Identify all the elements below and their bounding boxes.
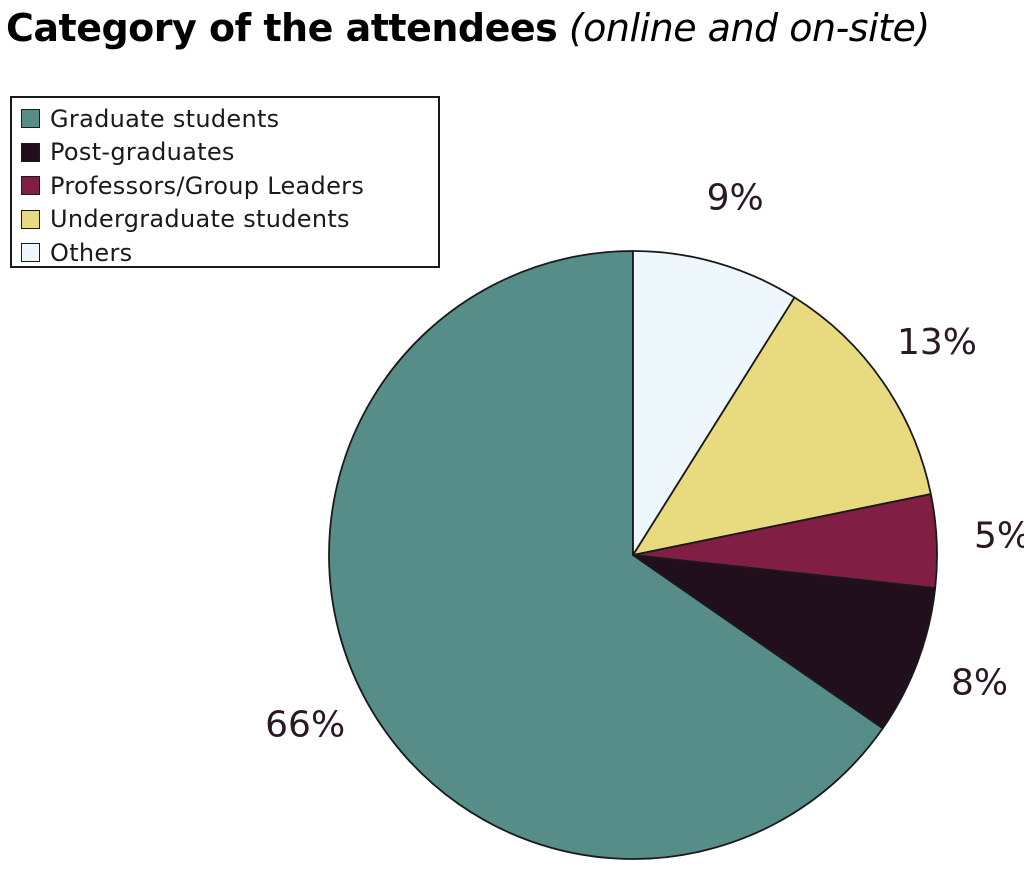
legend: Graduate students Post-graduates Profess… <box>10 96 440 268</box>
slice-label: 8% <box>951 663 1008 704</box>
pie-slice <box>632 554 937 730</box>
chart-title-main: Category of the attendees <box>6 6 558 50</box>
slice-label: 9% <box>707 177 764 218</box>
legend-item: Undergraduate students <box>21 203 438 237</box>
legend-swatch <box>21 176 40 196</box>
pie-slice <box>632 296 932 556</box>
pie-slice <box>328 250 884 860</box>
legend-label: Post-graduates <box>50 138 235 167</box>
legend-item: Graduate students <box>21 102 438 136</box>
legend-swatch <box>21 243 40 263</box>
chart-title: Category of the attendees (online and on… <box>6 6 930 50</box>
legend-item: Professors/Group Leaders <box>21 169 438 203</box>
chart-title-sub: (online and on-site) <box>568 6 930 50</box>
legend-swatch <box>21 142 40 162</box>
legend-swatch <box>21 209 40 229</box>
legend-label: Professors/Group Leaders <box>50 171 365 200</box>
pie-slices <box>328 250 938 860</box>
legend-label: Graduate students <box>50 104 280 133</box>
legend-label: Others <box>50 238 133 267</box>
slice-label: 13% <box>897 322 977 363</box>
pie-labels: 66% 8% 5% 13% 9% <box>265 177 1024 745</box>
slice-label: 5% <box>974 516 1024 557</box>
pie-slice <box>632 250 796 556</box>
legend-swatch <box>21 109 40 129</box>
legend-label: Undergraduate students <box>50 205 350 234</box>
legend-item: Others <box>21 236 438 270</box>
legend-item: Post-graduates <box>21 136 438 170</box>
slice-label: 66% <box>265 705 345 746</box>
